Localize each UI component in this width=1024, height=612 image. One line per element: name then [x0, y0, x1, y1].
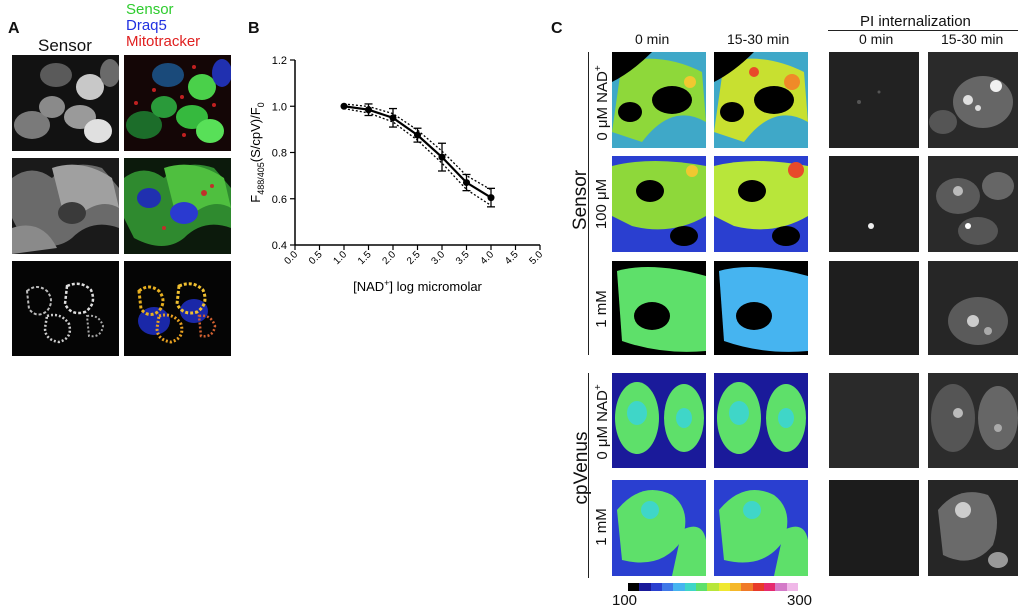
row-label-sensor-0um-text: 0 μM NAD: [594, 71, 611, 141]
colorbar-segment: [775, 583, 787, 591]
row-label-sensor-100um: 100 μM: [593, 178, 610, 230]
pi-cpvenus-1mm-0min: [829, 480, 919, 576]
pi-sensor-0um-0min: [829, 52, 919, 148]
data-point: [414, 131, 421, 139]
colorbar-segment: [650, 583, 662, 591]
colorbar-segment: [639, 583, 651, 591]
x-tick-label: 5.0: [528, 249, 546, 267]
data-point: [389, 114, 397, 122]
row-label-sensor-0um-sup: +: [593, 65, 604, 72]
colorbar-segment: [729, 583, 742, 591]
y-tick-label: 1.2: [272, 55, 287, 67]
col-header-0min: 0 min: [635, 31, 670, 47]
panel-a-merge-nuclear: [124, 55, 231, 151]
colorbar-segment: [752, 583, 764, 591]
sensor-bracket: [588, 52, 589, 355]
pi-sensor-100um-15min: [928, 156, 1018, 252]
panel-c-letter: C: [551, 20, 563, 37]
confidence-band-upper: [343, 103, 492, 191]
pi-cpvenus-1mm-15min: [928, 480, 1018, 576]
pi-title-underline: [828, 30, 1018, 31]
legend-sensor: Sensor: [126, 1, 174, 18]
row-label-cp-0um-sup: +: [593, 384, 604, 391]
legend-mitotracker: Mitotracker: [126, 33, 201, 50]
colorbar-segment: [661, 583, 674, 591]
colorbar-segment: [673, 583, 685, 591]
x-axis-label: [NAD+] log micromolar: [353, 278, 482, 294]
x-tick-label: 4.0: [479, 249, 497, 267]
pi-header-15-30min: 15-30 min: [941, 31, 1004, 47]
col-header-15-30min: 15-30 min: [727, 31, 790, 47]
colorbar-segment: [695, 583, 708, 591]
x-tick-label: 1.5: [356, 249, 374, 267]
pi-sensor-1mm-0min: [829, 261, 919, 355]
x-tick-label: 1.0: [332, 249, 350, 267]
panel-a-merge-mito: [124, 261, 231, 356]
x-tick-label: 0.5: [307, 249, 325, 267]
colorbar-segment: [763, 583, 776, 591]
row-label-sensor-0um: 0 μM NAD+: [593, 58, 611, 148]
panel-b-letter: B: [248, 20, 260, 37]
x-tick-label: 2.5: [405, 249, 423, 267]
pi-title: PI internalization: [860, 13, 971, 30]
cpvenus-bracket: [588, 373, 589, 578]
colorbar-segment: [628, 583, 640, 591]
row-label-cp-1mm: 1 mM: [593, 508, 610, 546]
group-label-sensor: Sensor: [570, 169, 591, 231]
data-point: [463, 179, 470, 187]
legend-draq5: Draq5: [126, 17, 167, 34]
colorbar-max-label: 300: [787, 592, 813, 609]
cpvenus-0um-0min: [612, 373, 706, 468]
y-tick-label: 0.4: [272, 240, 287, 252]
colorbar-segment: [718, 583, 730, 591]
x-tick-label: 3.5: [454, 249, 472, 267]
panel-a-letter: A: [8, 20, 20, 37]
pi-sensor-1mm-15min: [928, 261, 1018, 355]
cpvenus-1mm-0min: [612, 480, 706, 576]
colorbar: [628, 583, 798, 591]
row-label-sensor-1mm: 1 mM: [593, 290, 610, 328]
panel-a-sensor-nuclear: [12, 55, 119, 151]
pi-sensor-0um-15min: [928, 52, 1018, 148]
x-tick-label: 3.0: [430, 249, 448, 267]
colorbar-min-label: 100: [612, 592, 638, 609]
pi-sensor-100um-0min: [829, 156, 919, 252]
cpvenus-0um-15min: [714, 373, 808, 468]
y-tick-label: 1.0: [272, 101, 287, 113]
panel-a-legend: Sensor Draq5 Mitotracker: [126, 2, 200, 50]
data-point: [365, 106, 372, 114]
panel-a-sensor-mito: [12, 261, 119, 356]
row-label-cp-0um-text: 0 μM NAD: [594, 390, 611, 460]
x-tick-label: 2.0: [381, 249, 399, 267]
panel-b-chart: 0.40.60.81.01.20.0 0.5 1.0 1.5 2.0 2.5 3.0 3.5 4…: [250, 55, 546, 294]
data-point: [487, 194, 495, 202]
x-tick-label: 4.5: [503, 249, 521, 267]
colorbar-segment: [741, 583, 753, 591]
colorbar-segment: [786, 583, 798, 591]
sensor-0um-15min: [714, 52, 808, 148]
cpvenus-1mm-15min: [714, 480, 808, 576]
sensor-1mm-15min: [714, 261, 808, 355]
sensor-100um-15min: [714, 156, 808, 252]
panel-a-column-title: Sensor: [38, 36, 92, 55]
pi-cpvenus-0um-0min: [829, 373, 919, 468]
colorbar-segment: [707, 583, 719, 591]
panel-a-sensor-cytoplasmic: [12, 158, 119, 254]
pi-header-0min: 0 min: [859, 31, 894, 47]
row-label-cp-0um: 0 μM NAD+: [593, 377, 611, 467]
y-tick-label: 0.8: [272, 148, 287, 160]
sensor-0um-0min: [612, 52, 706, 148]
y-tick-label: 0.6: [272, 194, 287, 206]
colorbar-segment: [684, 583, 696, 591]
pi-cpvenus-0um-15min: [928, 373, 1018, 468]
y-axis-label: F488/405(S/cpV)/F0: [250, 102, 266, 202]
sensor-100um-0min: [612, 156, 706, 252]
panel-a-merge-cytoplasmic: [124, 158, 231, 254]
data-point: [340, 102, 348, 110]
data-point: [438, 153, 446, 161]
sensor-1mm-0min: [612, 261, 706, 355]
